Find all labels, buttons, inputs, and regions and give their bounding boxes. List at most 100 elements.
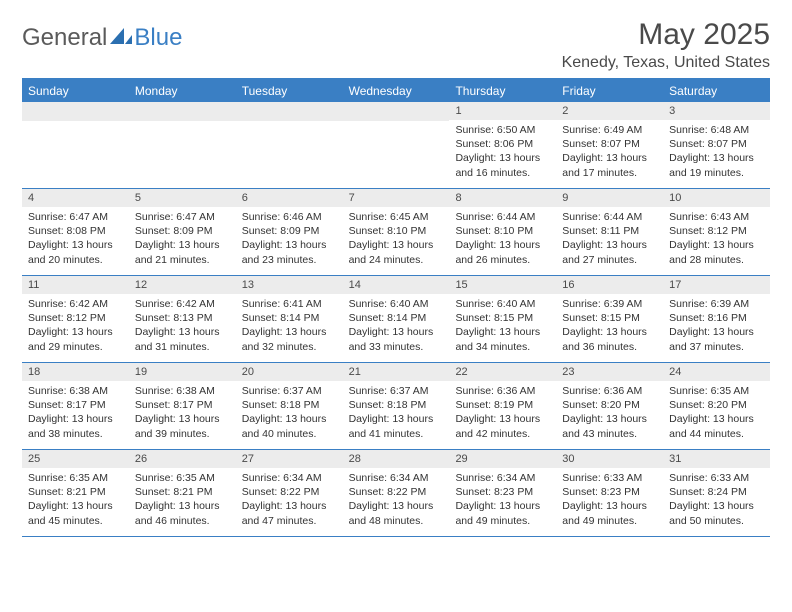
day-number: 15 — [449, 276, 556, 294]
day-cell: 3Sunrise: 6:48 AMSunset: 8:07 PMDaylight… — [663, 102, 770, 188]
day-content: Sunrise: 6:35 AMSunset: 8:20 PMDaylight:… — [663, 381, 770, 444]
day-cell: 13Sunrise: 6:41 AMSunset: 8:14 PMDayligh… — [236, 276, 343, 362]
day-content: Sunrise: 6:35 AMSunset: 8:21 PMDaylight:… — [22, 468, 129, 531]
sunset-text: Sunset: 8:13 PM — [135, 311, 230, 325]
weekday-header: Monday — [129, 80, 236, 102]
daylight-text: Daylight: 13 hours and 17 minutes. — [562, 151, 657, 179]
day-number: 1 — [449, 102, 556, 120]
day-content: Sunrise: 6:38 AMSunset: 8:17 PMDaylight:… — [129, 381, 236, 444]
sunrise-text: Sunrise: 6:41 AM — [242, 297, 337, 311]
day-cell: 26Sunrise: 6:35 AMSunset: 8:21 PMDayligh… — [129, 450, 236, 536]
logo-text-general: General — [22, 24, 107, 52]
day-number: 7 — [343, 189, 450, 207]
daylight-text: Daylight: 13 hours and 33 minutes. — [349, 325, 444, 353]
day-content: Sunrise: 6:34 AMSunset: 8:22 PMDaylight:… — [236, 468, 343, 531]
sunset-text: Sunset: 8:08 PM — [28, 224, 123, 238]
daylight-text: Daylight: 13 hours and 46 minutes. — [135, 499, 230, 527]
sunrise-text: Sunrise: 6:44 AM — [455, 210, 550, 224]
day-number: 12 — [129, 276, 236, 294]
day-content: Sunrise: 6:37 AMSunset: 8:18 PMDaylight:… — [236, 381, 343, 444]
day-number: 28 — [343, 450, 450, 468]
day-content: Sunrise: 6:34 AMSunset: 8:22 PMDaylight:… — [343, 468, 450, 531]
week-row: 18Sunrise: 6:38 AMSunset: 8:17 PMDayligh… — [22, 363, 770, 450]
day-number: 2 — [556, 102, 663, 120]
day-number: 17 — [663, 276, 770, 294]
sunrise-text: Sunrise: 6:34 AM — [242, 471, 337, 485]
day-cell: 10Sunrise: 6:43 AMSunset: 8:12 PMDayligh… — [663, 189, 770, 275]
day-number: 3 — [663, 102, 770, 120]
day-cell: 17Sunrise: 6:39 AMSunset: 8:16 PMDayligh… — [663, 276, 770, 362]
sunrise-text: Sunrise: 6:45 AM — [349, 210, 444, 224]
sunrise-text: Sunrise: 6:34 AM — [455, 471, 550, 485]
day-cell: 5Sunrise: 6:47 AMSunset: 8:09 PMDaylight… — [129, 189, 236, 275]
day-number: 25 — [22, 450, 129, 468]
location-text: Kenedy, Texas, United States — [562, 54, 770, 72]
sunrise-text: Sunrise: 6:47 AM — [135, 210, 230, 224]
sunset-text: Sunset: 8:11 PM — [562, 224, 657, 238]
weekday-header-row: SundayMondayTuesdayWednesdayThursdayFrid… — [22, 80, 770, 102]
day-content: Sunrise: 6:41 AMSunset: 8:14 PMDaylight:… — [236, 294, 343, 357]
month-title: May 2025 — [562, 18, 770, 52]
sunrise-text: Sunrise: 6:37 AM — [349, 384, 444, 398]
day-number: 27 — [236, 450, 343, 468]
day-content: Sunrise: 6:43 AMSunset: 8:12 PMDaylight:… — [663, 207, 770, 270]
sunset-text: Sunset: 8:17 PM — [135, 398, 230, 412]
day-number: 29 — [449, 450, 556, 468]
day-cell: 6Sunrise: 6:46 AMSunset: 8:09 PMDaylight… — [236, 189, 343, 275]
sunset-text: Sunset: 8:12 PM — [669, 224, 764, 238]
sunset-text: Sunset: 8:23 PM — [455, 485, 550, 499]
sunset-text: Sunset: 8:23 PM — [562, 485, 657, 499]
day-cell: 30Sunrise: 6:33 AMSunset: 8:23 PMDayligh… — [556, 450, 663, 536]
sunrise-text: Sunrise: 6:40 AM — [455, 297, 550, 311]
sunset-text: Sunset: 8:15 PM — [455, 311, 550, 325]
day-content: Sunrise: 6:50 AMSunset: 8:06 PMDaylight:… — [449, 120, 556, 183]
daylight-text: Daylight: 13 hours and 36 minutes. — [562, 325, 657, 353]
sunset-text: Sunset: 8:22 PM — [242, 485, 337, 499]
day-number: 6 — [236, 189, 343, 207]
daylight-text: Daylight: 13 hours and 28 minutes. — [669, 238, 764, 266]
daylight-text: Daylight: 13 hours and 50 minutes. — [669, 499, 764, 527]
daylight-text: Daylight: 13 hours and 19 minutes. — [669, 151, 764, 179]
weekday-header: Saturday — [663, 80, 770, 102]
sunset-text: Sunset: 8:10 PM — [349, 224, 444, 238]
daylight-text: Daylight: 13 hours and 31 minutes. — [135, 325, 230, 353]
week-row: 11Sunrise: 6:42 AMSunset: 8:12 PMDayligh… — [22, 276, 770, 363]
sunrise-text: Sunrise: 6:50 AM — [455, 123, 550, 137]
sunrise-text: Sunrise: 6:36 AM — [455, 384, 550, 398]
daylight-text: Daylight: 13 hours and 49 minutes. — [455, 499, 550, 527]
sunset-text: Sunset: 8:18 PM — [349, 398, 444, 412]
sunset-text: Sunset: 8:18 PM — [242, 398, 337, 412]
day-cell — [22, 102, 129, 188]
day-number: 24 — [663, 363, 770, 381]
daylight-text: Daylight: 13 hours and 24 minutes. — [349, 238, 444, 266]
daylight-text: Daylight: 13 hours and 26 minutes. — [455, 238, 550, 266]
sunrise-text: Sunrise: 6:42 AM — [135, 297, 230, 311]
day-number: 14 — [343, 276, 450, 294]
day-cell: 28Sunrise: 6:34 AMSunset: 8:22 PMDayligh… — [343, 450, 450, 536]
sunset-text: Sunset: 8:12 PM — [28, 311, 123, 325]
daylight-text: Daylight: 13 hours and 42 minutes. — [455, 412, 550, 440]
day-cell: 22Sunrise: 6:36 AMSunset: 8:19 PMDayligh… — [449, 363, 556, 449]
sunrise-text: Sunrise: 6:33 AM — [562, 471, 657, 485]
sunset-text: Sunset: 8:20 PM — [562, 398, 657, 412]
daylight-text: Daylight: 13 hours and 16 minutes. — [455, 151, 550, 179]
daylight-text: Daylight: 13 hours and 20 minutes. — [28, 238, 123, 266]
sunset-text: Sunset: 8:10 PM — [455, 224, 550, 238]
daylight-text: Daylight: 13 hours and 44 minutes. — [669, 412, 764, 440]
sunrise-text: Sunrise: 6:40 AM — [349, 297, 444, 311]
sunrise-text: Sunrise: 6:39 AM — [562, 297, 657, 311]
sunset-text: Sunset: 8:20 PM — [669, 398, 764, 412]
day-cell: 1Sunrise: 6:50 AMSunset: 8:06 PMDaylight… — [449, 102, 556, 188]
day-number: 26 — [129, 450, 236, 468]
day-number: 4 — [22, 189, 129, 207]
sunset-text: Sunset: 8:14 PM — [349, 311, 444, 325]
weekday-header: Thursday — [449, 80, 556, 102]
daylight-text: Daylight: 13 hours and 21 minutes. — [135, 238, 230, 266]
day-number: 16 — [556, 276, 663, 294]
day-cell: 11Sunrise: 6:42 AMSunset: 8:12 PMDayligh… — [22, 276, 129, 362]
weekday-header: Friday — [556, 80, 663, 102]
day-content: Sunrise: 6:44 AMSunset: 8:11 PMDaylight:… — [556, 207, 663, 270]
sunset-text: Sunset: 8:17 PM — [28, 398, 123, 412]
day-number: 22 — [449, 363, 556, 381]
sunset-text: Sunset: 8:22 PM — [349, 485, 444, 499]
